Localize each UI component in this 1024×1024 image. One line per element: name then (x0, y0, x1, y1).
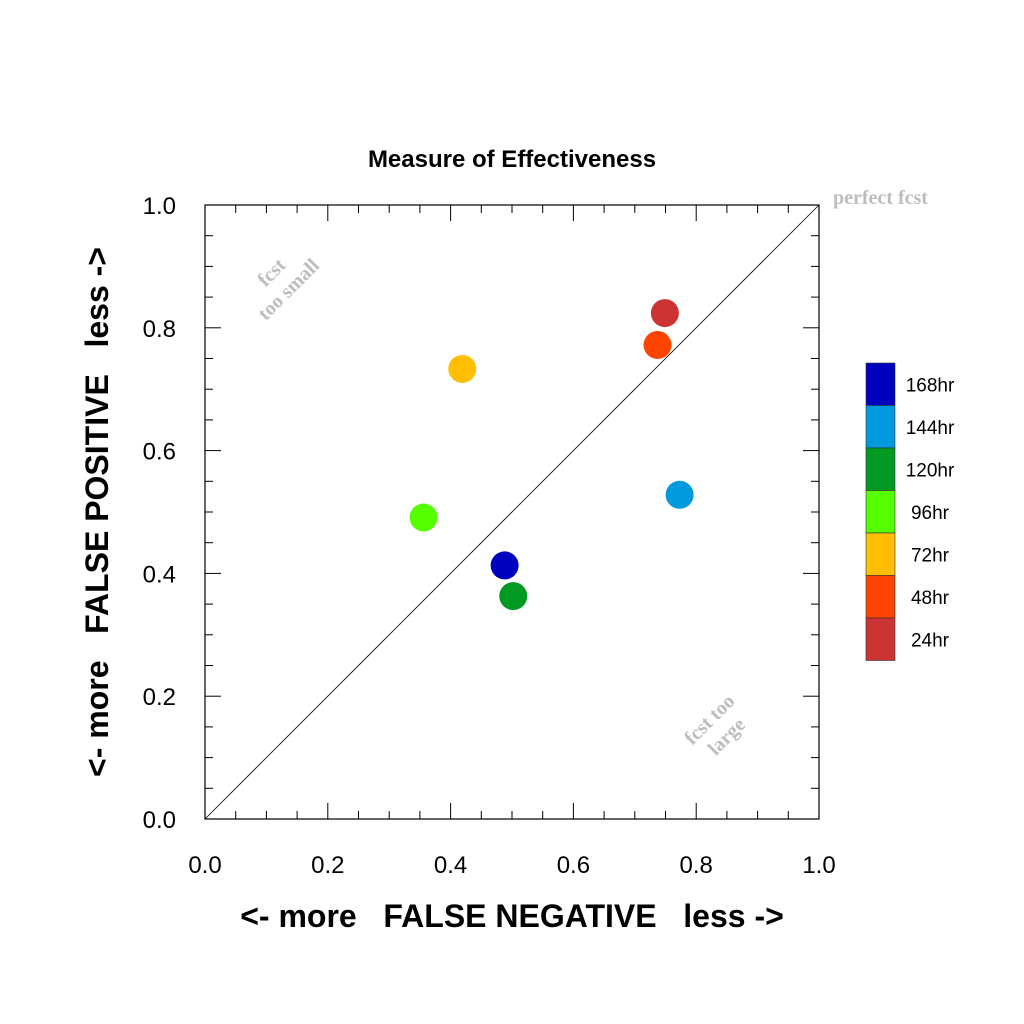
point-120hr (499, 582, 528, 611)
point-24hr (650, 299, 679, 328)
perfect-forecast-diagonal (204, 204, 820, 820)
point-168hr (490, 551, 519, 580)
x-tick-label: 1.0 (802, 852, 835, 879)
y-tick-label: 1.0 (143, 193, 176, 220)
x-tick-label: 0.8 (680, 852, 713, 879)
legend-swatch-48hr (865, 575, 896, 619)
y-axis-label: <- more FALSE POSITIVE less -> (79, 247, 115, 777)
legend-label-168hr: 168hr (906, 375, 955, 396)
legend-label-120hr: 120hr (906, 460, 955, 481)
legend-swatch-144hr (865, 405, 896, 449)
point-72hr (448, 354, 477, 383)
legend-swatch-24hr (865, 617, 896, 661)
legend-label-72hr: 72hr (911, 545, 950, 566)
legend-swatch-120hr (865, 447, 896, 491)
y-tick-label: 0.6 (143, 439, 176, 466)
x-tick-label: 0.6 (557, 852, 590, 879)
y-tick-label: 0.4 (143, 561, 176, 588)
annotation-perfect-fcst: perfect fcst (833, 187, 928, 209)
point-48hr (643, 330, 672, 359)
legend-swatch-168hr (865, 362, 896, 406)
x-tick-label: 0.4 (434, 852, 467, 879)
legend-swatch-96hr (865, 490, 896, 534)
chart-title: Measure of Effectiveness (368, 146, 656, 173)
point-144hr (665, 480, 694, 509)
x-tick-label: 0.2 (311, 852, 344, 879)
point-96hr (409, 503, 438, 532)
legend-label-144hr: 144hr (906, 418, 955, 439)
legend-swatch-72hr (865, 532, 896, 576)
x-tick-label: 0.0 (188, 852, 221, 879)
legend-label-96hr: 96hr (911, 503, 950, 524)
legend-label-48hr: 48hr (911, 588, 950, 609)
y-tick-label: 0.8 (143, 316, 176, 343)
x-axis-label: <- more FALSE NEGATIVE less -> (240, 898, 784, 934)
y-tick-label: 0.0 (143, 807, 176, 834)
y-tick-label: 0.2 (143, 684, 176, 711)
legend-label-24hr: 24hr (911, 630, 950, 651)
